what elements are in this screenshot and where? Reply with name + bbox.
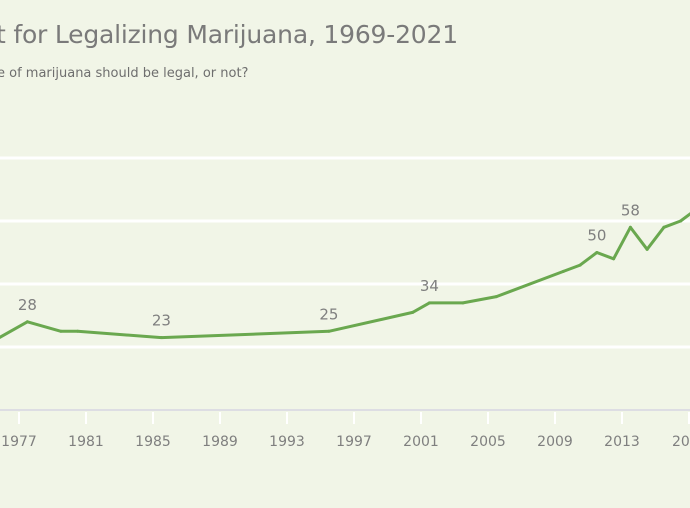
x-tick-label: 1993: [269, 434, 305, 450]
data-label-2001: 34: [420, 277, 439, 295]
data-label-1985: 23: [152, 312, 171, 330]
data-point-1979: [59, 329, 63, 333]
x-tick-label: 20: [672, 434, 690, 450]
data-label-2011: 50: [587, 227, 606, 245]
x-tick-label: 2001: [403, 434, 439, 450]
x-tick-label: 1985: [135, 434, 171, 450]
x-tick-label: 2009: [537, 434, 573, 450]
data-point-2005: [494, 295, 498, 299]
data-point-2015: [662, 225, 666, 229]
x-tick-label: 1981: [68, 434, 104, 450]
data-point-2009: [561, 269, 565, 273]
data-label-2013: 58: [621, 201, 640, 219]
data-point-2013: [628, 225, 632, 229]
data-point-2016: [679, 219, 683, 223]
chart-subtitle: e of marijuana should be legal, or not?: [0, 66, 249, 81]
data-point-2001: [427, 301, 431, 305]
x-tick-label: 2005: [470, 434, 506, 450]
data-label-1977: 28: [18, 296, 37, 314]
x-tick-label: 1997: [336, 434, 372, 450]
data-point-2003: [461, 301, 465, 305]
data-point-1985: [159, 336, 163, 340]
data-point-1980: [76, 329, 80, 333]
data-point-2000: [411, 310, 415, 314]
data-label-1995: 25: [319, 305, 338, 323]
data-point-2011: [595, 251, 599, 254]
data-point-2012: [612, 257, 616, 261]
data-point-1995: [327, 329, 331, 333]
data-point-1977: [25, 320, 29, 324]
data-point-2014: [645, 247, 649, 251]
x-tick-label: 1989: [202, 434, 238, 450]
x-tick-label: 2013: [604, 434, 640, 450]
data-point-2010: [578, 263, 582, 267]
chart-title: t for Legalizing Marijuana, 1969-2021: [0, 20, 458, 49]
series-line: [0, 212, 690, 340]
x-tick-label: 1977: [1, 434, 37, 450]
